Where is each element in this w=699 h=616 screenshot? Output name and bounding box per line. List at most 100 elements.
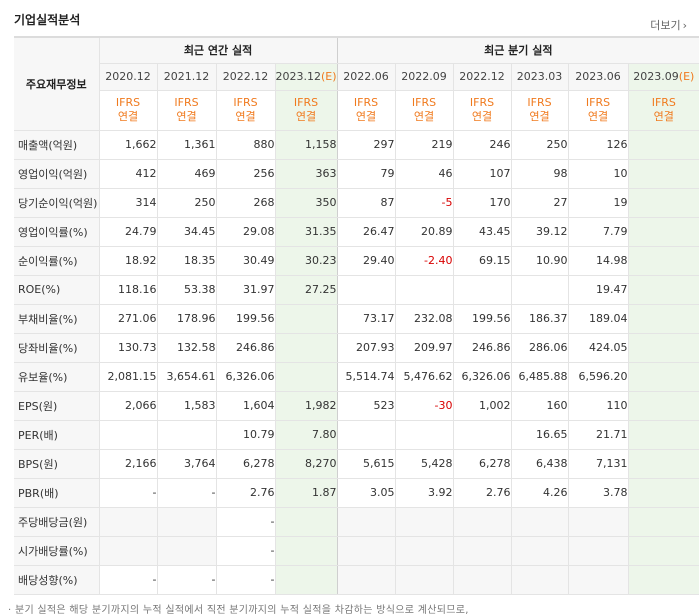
table-cell: 1,604 <box>216 390 276 421</box>
standard-label: IFRS <box>527 96 552 109</box>
consolidation-label: 연결 <box>653 110 674 123</box>
accounting-standard-header: IFRS 연결 <box>628 90 699 131</box>
standard-label: IFRS <box>233 96 258 109</box>
quarter-group-header: 최근 분기 실적 <box>337 37 699 64</box>
accounting-standard-header: IFRS 연결 <box>511 90 569 131</box>
table-cell: 5,428 <box>395 449 454 479</box>
table-cell: 412 <box>99 159 158 189</box>
table-cell: 18.35 <box>157 246 217 276</box>
table-cell: 6,278 <box>216 449 276 479</box>
accounting-standard-header: IFRS 연결 <box>568 90 629 131</box>
table-cell <box>337 565 396 595</box>
period-header: 2023.09(E) <box>628 63 699 91</box>
table-cell <box>395 565 454 595</box>
period-label: 2021.12 <box>163 70 210 83</box>
table-cell <box>275 304 338 334</box>
table-cell: 3.78 <box>568 478 629 508</box>
table-cell: 363 <box>275 159 338 189</box>
table-cell: 16.65 <box>511 420 569 450</box>
table-cell: 87 <box>337 188 396 218</box>
table-cell <box>99 420 158 450</box>
more-link[interactable]: 더보기 › <box>650 17 687 33</box>
period-header: 2022.06 <box>337 63 396 91</box>
corner-label: 주요재무정보 <box>25 77 87 91</box>
standard-label: IFRS <box>353 96 379 109</box>
table-cell: 350 <box>275 188 338 218</box>
table-row: 부채비율(%) 271.06 178.96 199.56 73.17 232.08 199.… <box>14 304 699 334</box>
table-cell: 2,166 <box>99 449 158 479</box>
table-cell <box>511 506 569 537</box>
table-cell: 469 <box>157 159 217 189</box>
table-cell: 21.71 <box>568 420 629 450</box>
table-cell: 19 <box>568 188 629 218</box>
row-label: 당좌비율(%) <box>14 333 100 363</box>
table-cell: 880 <box>216 130 276 160</box>
table-row: PBR(배) - -2.76 1.87 3.05 3.92 2.76 4.26 3.78 <box>14 478 699 508</box>
table-cell: 14.98 <box>568 246 629 276</box>
table-cell: -30 <box>395 390 454 421</box>
table-row: 영업이익률(%) 24.79 34.45 29.08 31.35 26.47 20.89 43… <box>14 216 699 247</box>
table-cell <box>568 506 629 537</box>
table-cell: 53.38 <box>157 274 217 305</box>
financial-summary-table: 주요재무정보 최근 연간 실적 최근 분기 실적 2020.12 2021.12 2… <box>14 36 699 595</box>
table-cell <box>275 333 338 363</box>
table-cell <box>628 304 699 334</box>
row-label: 영업이익(억원) <box>14 159 100 189</box>
table-cell: 2,066 <box>99 390 158 421</box>
table-row: 배당성향(%) - - - <box>14 565 699 595</box>
period-header: 2022.09 <box>395 63 454 91</box>
table-cell <box>628 159 699 189</box>
annual-group-label: 최근 연간 실적 <box>183 44 253 58</box>
table-cell: 1,583 <box>157 390 217 421</box>
table-cell: 5,514.74 <box>337 362 396 392</box>
table-cell: 7.80 <box>275 420 338 450</box>
table-cell: 31.35 <box>275 216 338 247</box>
table-cell: 246 <box>453 130 512 160</box>
period-label: 2023.09 <box>633 70 679 83</box>
table-cell: 29.40 <box>337 246 396 276</box>
table-cell: 523 <box>337 390 396 421</box>
table-row: 주당배당금(원) - <box>14 506 699 537</box>
table-cell <box>157 536 217 566</box>
table-cell: - <box>216 565 276 595</box>
table-cell: 314 <box>99 188 158 218</box>
table-cell: 24.79 <box>99 216 158 247</box>
row-label: ROE(%) <box>14 274 100 305</box>
table-cell: 5,476.62 <box>395 362 454 392</box>
table-cell: 3.05 <box>337 478 396 508</box>
estimate-marker: (E) <box>321 70 337 83</box>
chevron-right-icon: › <box>682 19 687 32</box>
table-cell: 27 <box>511 188 569 218</box>
table-cell <box>511 274 569 305</box>
table-cell <box>275 565 338 595</box>
table-cell: 268 <box>216 188 276 218</box>
table-cell: 6,438 <box>511 449 569 479</box>
table-row: BPS(원) 2,166 3,764 6,278 8,270 5,615 5,428 6,27… <box>14 449 699 479</box>
footnote: · 분기 실적은 해당 분기까지의 누적 실적에서 직전 분기까지의 누적 실적… <box>8 605 469 616</box>
table-row: 매출액(억원) 1,662 1,361 880 1,158 297 219 246 250 126 <box>14 130 699 160</box>
table-cell <box>275 536 338 566</box>
standard-label: IFRS <box>293 96 319 109</box>
table-cell <box>337 274 396 305</box>
period-header: 2022.12 <box>453 63 512 91</box>
table-row: 유보율(%) 2,081.15 3,654.61 6,326.06 5,514.74 5,… <box>14 362 699 392</box>
period-header: 2023.12(E) <box>275 63 338 91</box>
table-cell: 2,081.15 <box>99 362 158 392</box>
table-cell: 39.12 <box>511 216 569 247</box>
table-cell <box>99 506 158 537</box>
table-cell: 10.79 <box>216 420 276 450</box>
table-cell: 46 <box>395 159 454 189</box>
table-cell <box>337 420 396 450</box>
more-link-label: 더보기 <box>650 19 681 32</box>
table-cell: 34.45 <box>157 216 217 247</box>
row-label: 영업이익률(%) <box>14 216 100 247</box>
consolidation-label: 연결 <box>295 110 317 123</box>
table-cell <box>275 506 338 537</box>
consolidation-label: 연결 <box>529 110 550 123</box>
row-label: 주당배당금(원) <box>14 506 100 537</box>
accounting-standard-header: IFRS 연결 <box>395 90 454 131</box>
table-cell <box>453 565 512 595</box>
table-cell: 43.45 <box>453 216 512 247</box>
table-row: ROE(%) 118.16 53.38 31.97 27.25 19.47 <box>14 274 699 305</box>
table-cell <box>568 536 629 566</box>
